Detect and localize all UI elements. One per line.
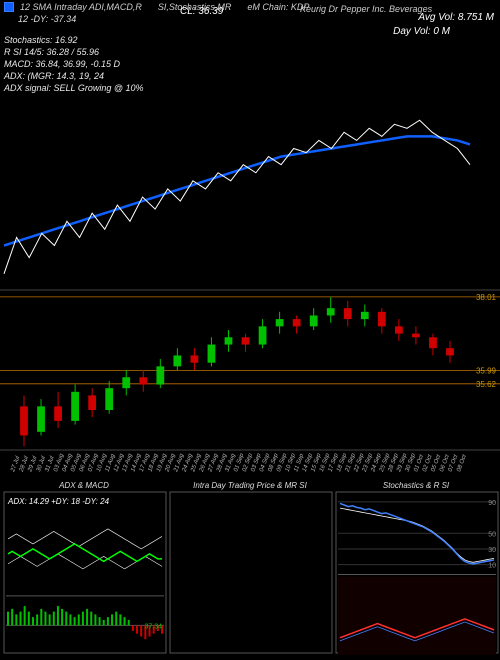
svg-text:ADX: 14.29 +DY: 18 -DY: 24: ADX: 14.29 +DY: 18 -DY: 24 [7, 497, 110, 506]
svg-text:10: 10 [488, 563, 496, 570]
svg-text:ADX & MACD: ADX & MACD [58, 481, 109, 490]
stat-adx: ADX: (MGR: 14.3, 19, 24 [4, 70, 144, 82]
hdr-dy: 12 -DY: -37.34 [18, 14, 76, 24]
svg-text:Stochastics & R SI: Stochastics & R SI [383, 481, 450, 490]
hdr-left1: 12 SMA Intraday ADI,MACD,R [20, 2, 142, 12]
svg-text:37.34: 37.34 [144, 623, 162, 630]
avg-volume: Avg Vol: 8.751 M [418, 12, 494, 23]
svg-text:Intra Day Trading Price & MR: Intra Day Trading Price & MR SI [193, 481, 307, 490]
stat-rsi: R SI 14/5: 36.28 / 55.96 [4, 46, 144, 58]
stat-stochastics: Stochastics: 16.92 [4, 34, 144, 46]
svg-text:35.99: 35.99 [476, 366, 497, 375]
svg-text:38.01: 38.01 [476, 293, 497, 302]
close-price: CL: 36.39 [180, 6, 223, 17]
stat-macd: MACD: 36.84, 36.99, -0.15 D [4, 58, 144, 70]
svg-text:30: 30 [488, 547, 496, 554]
chart-canvas: 38.0135.9935.6227 Jul28 Jul29 Jul30 Jul3… [0, 0, 500, 660]
indicator-stats: Stochastics: 16.92 R SI 14/5: 36.28 / 55… [4, 34, 144, 94]
svg-text:35.62: 35.62 [476, 380, 497, 389]
svg-text:50: 50 [488, 531, 496, 538]
sma-swatch-icon [4, 2, 14, 12]
stat-signal: ADX signal: SELL Growing @ 10% [4, 82, 144, 94]
company-name: Keurig Dr Pepper Inc. Beverages [300, 4, 432, 14]
day-volume: Day Vol: 0 M [393, 26, 450, 37]
svg-text:90: 90 [488, 500, 496, 507]
